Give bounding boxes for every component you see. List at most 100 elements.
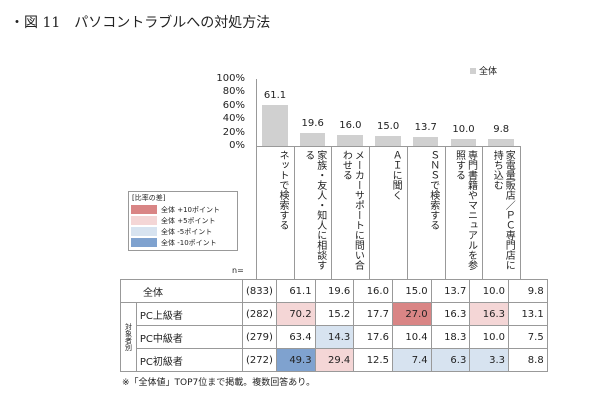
- category-label: メーカーサポートに問い合わせる: [340, 150, 364, 270]
- diff-legend-item: 全体 -10ポイント: [129, 237, 237, 248]
- table-cell: 10.0: [469, 325, 510, 349]
- category-label: 専門書籍やマニュアルを参照する: [453, 150, 477, 270]
- legend-swatch: [131, 216, 157, 225]
- bar: [375, 135, 401, 146]
- table-cell: 19.6: [314, 279, 355, 303]
- bar: [299, 132, 326, 146]
- diff-legend-item: 全体 -5ポイント: [129, 226, 237, 237]
- table-cell: 16.3: [430, 302, 471, 326]
- y-tick-label: 20%: [222, 126, 245, 138]
- bar-value-label: 10.0: [452, 124, 475, 136]
- bar: [488, 139, 514, 146]
- table-cell: 27.0: [391, 302, 432, 326]
- table-cell: 10.0: [469, 279, 510, 303]
- bar-value-label: 61.1: [263, 90, 287, 102]
- table-cell: 3.3: [469, 348, 510, 372]
- bar-value-label: 9.8: [493, 124, 510, 136]
- table-row: 全体 (833) 61.1 19.6 16.0 15.0 13.7 10.0 9.8: [120, 279, 548, 303]
- column-divider: [519, 146, 521, 279]
- table-cell: 6.3: [430, 348, 471, 372]
- column-divider: [444, 146, 446, 279]
- table-cell: 15.0: [391, 279, 432, 303]
- table-cell: 16.0: [353, 279, 393, 303]
- table-cell: 13.1: [508, 302, 548, 326]
- table-cell: 7.5: [508, 325, 548, 349]
- table-cell: 16.3: [469, 302, 510, 326]
- legend-label: 全体: [479, 67, 498, 77]
- bar: [412, 136, 439, 146]
- table-cell: 7.4: [391, 348, 432, 372]
- table-cell: 18.3: [430, 325, 471, 349]
- legend-item-label: 全体 +10ポイント: [161, 205, 220, 214]
- table-cell: 9.8: [508, 279, 548, 303]
- table-row: PC中級者 (279) 63.4 14.3 17.6 10.4 18.3 10.0 7.5: [121, 325, 548, 349]
- chart-legend: 全体: [470, 64, 497, 77]
- table-cell: 14.3: [314, 325, 355, 349]
- legend-item-label: 全体 +5ポイント: [161, 216, 216, 225]
- bar-value-label: 16.0: [339, 120, 362, 132]
- table-row: PC初級者 (272) 49.3 29.4 12.5 7.4 6.3 3.3 8.8: [121, 348, 548, 372]
- column-divider: [369, 146, 371, 279]
- category-label: ＳＮＳで検索する: [427, 150, 439, 230]
- x-axis: [256, 146, 520, 147]
- table-cell: 13.7: [430, 279, 471, 303]
- diff-legend-title: [比率の差]: [132, 194, 166, 202]
- table-cell: 15.2: [314, 302, 355, 326]
- table-cell: 70.2: [275, 302, 316, 326]
- diff-legend-item: 全体 +10ポイント: [129, 204, 237, 215]
- y-tick-label: 100%: [216, 73, 245, 84]
- data-table: 全体 (833) 61.1 19.6 16.0 15.0 13.7 10.0 9.8 対象者別 PC…: [120, 279, 548, 372]
- bar: [337, 135, 364, 146]
- table-cell: 29.4: [314, 348, 355, 372]
- table-cell: 61.1: [275, 279, 316, 303]
- bar-value-label: 15.0: [376, 120, 400, 132]
- row-label: PC上級者: [135, 302, 244, 326]
- n-value: (833): [242, 279, 277, 303]
- legend-swatch: [470, 67, 476, 74]
- n-value: (282): [242, 302, 277, 326]
- y-tick-label: 60%: [222, 99, 245, 111]
- column-divider: [406, 146, 408, 279]
- n-label: n=: [232, 266, 244, 275]
- n-value: (272): [242, 348, 277, 372]
- table-cell: 17.6: [353, 325, 393, 349]
- y-tick-label: 80%: [222, 86, 245, 98]
- table-cell: 10.4: [391, 325, 432, 349]
- column-divider: [482, 146, 484, 279]
- row-label: PC初級者: [135, 348, 244, 372]
- legend-item-label: 全体 -10ポイント: [161, 238, 217, 247]
- legend-swatch: [131, 227, 157, 236]
- diff-legend: [比率の差] 全体 +10ポイント 全体 +5ポイント 全体 -5ポイント 全体 -1…: [128, 191, 238, 251]
- y-axis: [256, 79, 257, 146]
- diff-legend-item: 全体 +5ポイント: [129, 215, 237, 226]
- legend-swatch: [131, 238, 157, 247]
- category-label: 家族・友人・知人に相談する: [302, 150, 326, 270]
- row-label: 全体: [120, 279, 243, 303]
- table-cell: 17.7: [353, 302, 393, 326]
- figure-title: ・図 11 パソコントラブルへの対処方法: [10, 15, 271, 31]
- column-divider: [256, 146, 257, 279]
- category-label: ネットで検索する: [277, 150, 288, 230]
- bar-value-label: 19.6: [301, 117, 324, 129]
- table-cell: 12.5: [353, 348, 393, 372]
- n-value: (279): [242, 325, 277, 349]
- row-label: PC中級者: [135, 325, 244, 349]
- category-label: ＡＩに聞く: [390, 150, 402, 200]
- group-label: 対象者別: [120, 302, 137, 372]
- y-tick-label: 40%: [222, 113, 245, 125]
- bar: [450, 139, 477, 146]
- table-row: 対象者別 PC上級者 (282) 70.2 15.2 17.7 27.0 16.3 16.3 13…: [120, 302, 548, 372]
- bar-value-label: 13.7: [414, 121, 437, 133]
- legend-swatch: [131, 205, 157, 214]
- category-label: 家電量販店／ＰＣ専門店に持ち込む: [491, 150, 515, 270]
- y-tick-label: 0%: [229, 140, 245, 151]
- legend-item-label: 全体 -5ポイント: [161, 227, 213, 236]
- column-divider: [293, 146, 295, 279]
- table-cell: 49.3: [275, 348, 316, 372]
- table-cell: 63.4: [275, 325, 316, 349]
- table-cell: 8.8: [508, 348, 548, 372]
- footnote: ※「全体値」TOP7位まで掲載。複数回答あり。: [122, 378, 316, 388]
- column-divider: [331, 146, 333, 279]
- bar: [262, 105, 288, 146]
